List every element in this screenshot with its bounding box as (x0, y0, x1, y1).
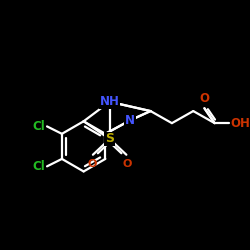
Text: S: S (105, 132, 114, 145)
Text: O: O (200, 92, 209, 106)
Text: NH: NH (100, 95, 119, 108)
Text: O: O (87, 160, 97, 170)
Text: N: N (125, 114, 135, 127)
Text: Cl: Cl (32, 120, 45, 133)
Text: Cl: Cl (32, 160, 45, 173)
Text: O: O (122, 160, 132, 170)
Text: OH: OH (230, 117, 250, 130)
